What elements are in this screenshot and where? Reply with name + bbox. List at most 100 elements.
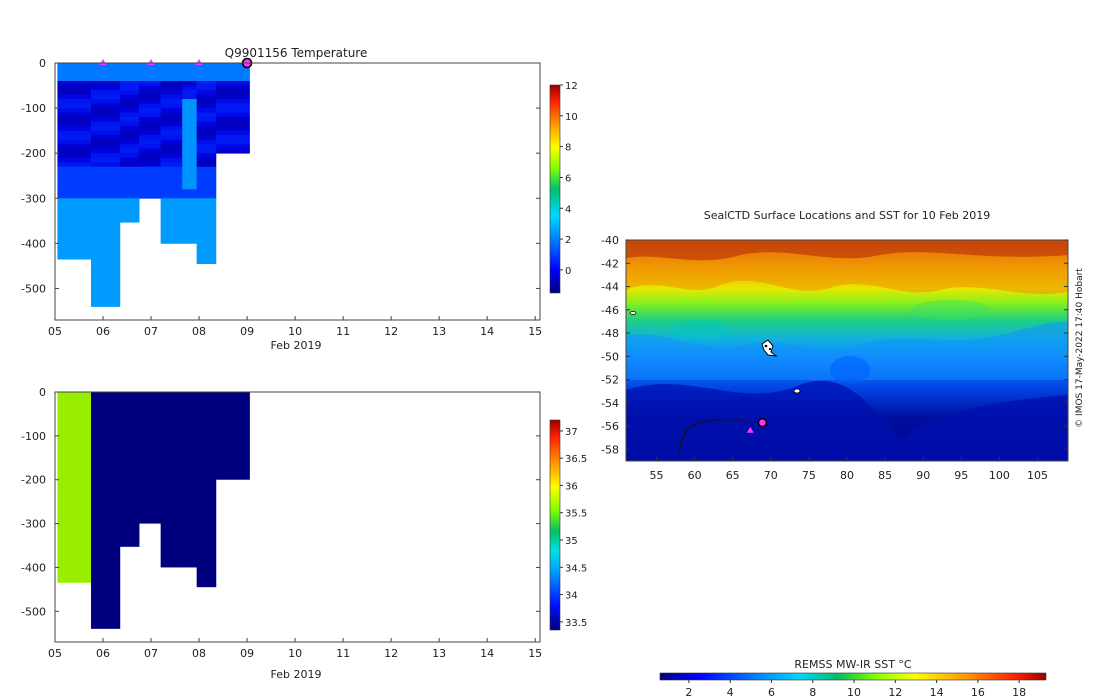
temperature-axes-box bbox=[54, 62, 541, 321]
track-point bbox=[685, 429, 688, 432]
track-point bbox=[691, 424, 694, 427]
temperature-cell bbox=[196, 166, 217, 172]
temperature-cell bbox=[215, 108, 250, 113]
temperature-cell bbox=[57, 252, 92, 258]
y-tick-label: -44 bbox=[601, 281, 619, 294]
temperature-cell bbox=[196, 85, 217, 91]
y-tick-label: -58 bbox=[601, 443, 619, 456]
temperature-cell bbox=[57, 216, 92, 222]
temperature-cell bbox=[91, 229, 121, 235]
temperature-cell bbox=[119, 198, 140, 204]
colorbar-tick-label: 36 bbox=[565, 481, 578, 492]
temperature-cell bbox=[91, 220, 121, 226]
track-point bbox=[680, 440, 683, 442]
temperature-cell bbox=[182, 175, 198, 181]
track-point bbox=[709, 419, 712, 422]
temperature-cell bbox=[119, 72, 140, 77]
temperature-cell bbox=[160, 193, 183, 199]
y-tick-label: -40 bbox=[601, 234, 619, 247]
temperature-cell bbox=[139, 90, 162, 95]
temperature-cell bbox=[182, 99, 198, 104]
temperature-cell bbox=[182, 166, 198, 172]
temperature-cell bbox=[119, 135, 140, 141]
temperature-cell bbox=[91, 63, 121, 68]
temperature-cell bbox=[182, 171, 198, 177]
temperature-cell bbox=[139, 67, 162, 73]
track-point bbox=[721, 419, 724, 421]
temperature-cell bbox=[139, 184, 162, 190]
temperature-cell bbox=[182, 180, 198, 186]
temperature-cell bbox=[91, 139, 121, 145]
temperature-cell bbox=[119, 193, 140, 199]
temperature-cell bbox=[182, 117, 198, 123]
temperature-cell bbox=[119, 126, 140, 132]
temperature-cell bbox=[57, 117, 92, 123]
temperature-cell bbox=[57, 67, 92, 73]
temperature-cell bbox=[139, 63, 162, 68]
temperature-cell bbox=[119, 112, 140, 118]
temperature-cell bbox=[139, 157, 162, 163]
temperature-cell bbox=[119, 99, 140, 104]
temperature-cell bbox=[91, 234, 121, 240]
temperature-cell bbox=[196, 108, 217, 113]
temperature-cell bbox=[139, 162, 162, 168]
temperature-cell bbox=[119, 220, 140, 223]
temperature-cell bbox=[91, 81, 121, 86]
track-point bbox=[701, 421, 704, 423]
temperature-cell bbox=[91, 144, 121, 150]
temperature-cell bbox=[196, 126, 217, 132]
x-tick-label: 09 bbox=[240, 325, 254, 338]
temperature-cell bbox=[160, 81, 183, 86]
temperature-cell bbox=[91, 301, 121, 307]
temperature-cell bbox=[57, 126, 92, 132]
salinity-cell bbox=[139, 392, 162, 524]
temperature-cell bbox=[196, 112, 217, 118]
temperature-cell bbox=[91, 184, 121, 190]
sst-colorbar-ticks: 2 4 6 8 10 12 14 16 18 bbox=[685, 680, 1026, 699]
y-tick-label: -200 bbox=[21, 474, 46, 487]
track-point bbox=[727, 419, 730, 421]
temperature-cell bbox=[182, 72, 198, 77]
temperature-cell bbox=[160, 108, 183, 113]
track-point bbox=[679, 443, 682, 446]
temperature-cell bbox=[182, 234, 198, 240]
temperature-cell bbox=[196, 175, 217, 181]
temperature-cell bbox=[91, 166, 121, 172]
salinity-section-chart: 05 06 07 08 09 10 11 12 13 14 15 0 -100 -200 -300 -400 -… bbox=[21, 386, 587, 681]
x-tick-label: 10 bbox=[288, 325, 302, 338]
temperature-cell bbox=[196, 81, 217, 86]
salinity-colorbar-ticks: 37 36.5 36 35.5 35 34.5 34 33.5 bbox=[560, 427, 587, 629]
temperature-cell bbox=[182, 135, 198, 141]
temperature-cell bbox=[91, 85, 121, 91]
sst-map-chart: SealCTD Surface Locations and SST for 10… bbox=[601, 209, 1085, 699]
track-point bbox=[718, 419, 720, 421]
temperature-cell bbox=[57, 238, 92, 244]
temperature-cell bbox=[57, 202, 92, 208]
temperature-cell bbox=[182, 76, 198, 82]
temperature-cell bbox=[196, 229, 217, 235]
colorbar-tick-label: 35.5 bbox=[565, 509, 587, 520]
temperature-cell bbox=[160, 135, 183, 141]
temperature-cell bbox=[215, 99, 250, 104]
x-tick-label: 60 bbox=[688, 469, 702, 482]
temperature-cell bbox=[160, 126, 183, 132]
temperature-cell bbox=[215, 130, 250, 136]
sst-map-ticks: 55 60 65 70 75 80 85 90 95 100 105 -40 -42 -44 -46 -48 -… bbox=[601, 234, 1068, 482]
temperature-cell bbox=[91, 126, 121, 132]
salinity-cell bbox=[119, 392, 140, 547]
temperature-cell bbox=[196, 243, 217, 249]
temperature-cell bbox=[215, 81, 250, 86]
colorbar-tick-label: 4 bbox=[727, 686, 734, 699]
temperature-cell bbox=[119, 166, 140, 172]
temperature-cell bbox=[182, 216, 198, 222]
track-point bbox=[679, 447, 681, 449]
temperature-cell bbox=[196, 162, 217, 168]
temperature-cell bbox=[139, 108, 162, 113]
temperature-cell bbox=[215, 85, 250, 91]
temperature-cell bbox=[57, 256, 92, 260]
temperature-cell bbox=[196, 220, 217, 226]
x-tick-label: 06 bbox=[96, 647, 110, 660]
temperature-cell bbox=[182, 238, 198, 244]
temperature-cell bbox=[160, 198, 183, 204]
temperature-cell bbox=[91, 211, 121, 217]
